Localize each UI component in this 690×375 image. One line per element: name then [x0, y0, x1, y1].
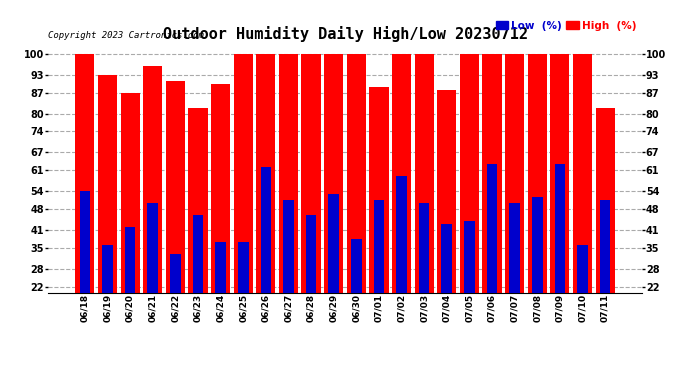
Bar: [442, 224, 452, 352]
Bar: [369, 87, 388, 352]
Bar: [102, 245, 112, 352]
Bar: [256, 54, 275, 352]
Bar: [600, 200, 611, 352]
Bar: [188, 108, 208, 352]
Title: Outdoor Humidity Daily High/Low 20230712: Outdoor Humidity Daily High/Low 20230712: [163, 27, 527, 42]
Bar: [460, 54, 479, 352]
Bar: [351, 239, 362, 352]
Bar: [346, 54, 366, 352]
Bar: [555, 164, 565, 352]
Bar: [121, 93, 140, 352]
Bar: [509, 203, 520, 352]
Bar: [279, 54, 298, 352]
Bar: [573, 54, 592, 352]
Bar: [482, 54, 502, 352]
Bar: [193, 215, 204, 352]
Bar: [75, 54, 95, 352]
Bar: [306, 215, 316, 352]
Bar: [550, 54, 569, 352]
Bar: [148, 203, 158, 352]
Bar: [238, 242, 248, 352]
Bar: [283, 200, 294, 352]
Bar: [396, 176, 407, 352]
Bar: [170, 254, 181, 352]
Bar: [125, 227, 135, 352]
Bar: [486, 164, 497, 352]
Bar: [166, 81, 185, 352]
Bar: [324, 54, 344, 352]
Legend: Low  (%), High  (%): Low (%), High (%): [496, 21, 636, 30]
Bar: [578, 245, 588, 352]
Bar: [211, 84, 230, 352]
Bar: [505, 54, 524, 352]
Bar: [261, 167, 271, 352]
Bar: [143, 66, 162, 352]
Bar: [234, 54, 253, 352]
Bar: [464, 221, 475, 352]
Bar: [328, 194, 339, 352]
Bar: [302, 54, 321, 352]
Bar: [98, 75, 117, 352]
Bar: [528, 54, 547, 352]
Bar: [374, 200, 384, 352]
Bar: [419, 203, 429, 352]
Bar: [415, 54, 434, 352]
Text: Copyright 2023 Cartronics.com: Copyright 2023 Cartronics.com: [48, 31, 204, 40]
Bar: [79, 191, 90, 352]
Bar: [215, 242, 226, 352]
Bar: [392, 54, 411, 352]
Bar: [595, 108, 615, 352]
Bar: [437, 90, 456, 352]
Bar: [532, 197, 542, 352]
